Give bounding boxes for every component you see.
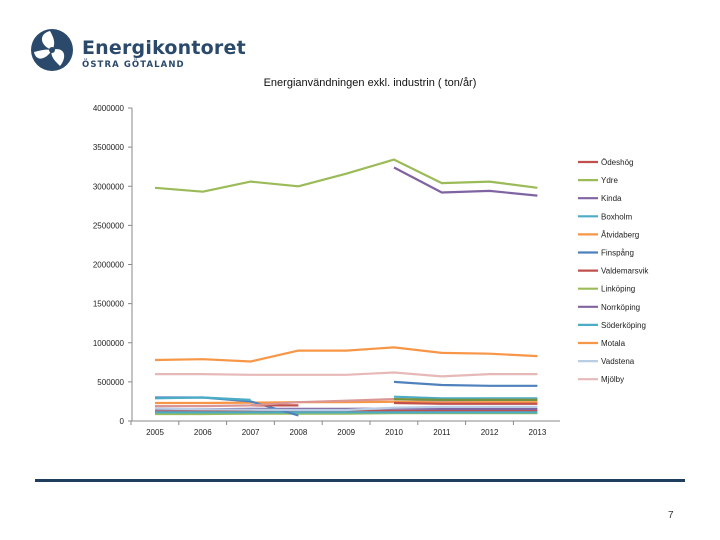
series-line-vadstena [154,405,538,412]
x-tick-label: 2013 [529,428,547,437]
line-chart: Energianvändningen exkl. industrin ( ton… [93,77,650,437]
x-tick-label: 2006 [194,428,212,437]
y-tick-label: 3000000 [93,182,125,191]
legend-item-label: Mjölby [601,375,624,384]
legend-item-label: Norrköping [601,303,640,312]
legend-item-label: Finspång [601,249,634,258]
legend-item-label: Ydre [601,176,618,185]
legend-item-label: Linköping [601,285,635,294]
legend-item-label: Ödeshög [601,158,633,167]
x-tick-label: 2009 [337,428,355,437]
y-axis: 0 500000 1000000 1500000 2000000 2500000 30000… [93,104,133,426]
brand-name: Energikontoret [82,37,246,59]
series-line-linkoping [154,158,538,193]
legend: Ödeshög Ydre Kinda Boxholm Åtvidaberg Finspån… [578,158,649,384]
x-tick-label: 2008 [290,428,308,437]
logo-text: Energikontoret ÖSTRA GÖTALAND [82,37,246,70]
legend-item-label: Vadstena [601,357,635,366]
series-line-soderkoping [154,395,538,401]
x-tick-label: 2011 [433,428,451,437]
x-tick-label: 2010 [385,428,403,437]
series-line-linkoping-2 [393,380,538,387]
series-line-atvidaberg [155,400,538,405]
series-lines [154,158,538,417]
legend-item-label: Kinda [601,194,622,203]
series-line-mjolby [155,371,538,378]
legend-item-label: Valdemarsvik [601,267,649,276]
legend-item-label: Motala [601,339,626,348]
y-tick-label: 3500000 [93,143,125,152]
series-line-ydre-2 [393,398,538,401]
x-axis: 2005 2006 2007 2008 2009 2010 2011 2012 2013 [130,420,560,437]
y-tick-label: 1500000 [93,300,125,309]
y-tick-label: 0 [120,417,125,426]
legend-item-label: Söderköping [601,321,646,330]
legend-item-label: Åtvidaberg [601,230,639,239]
fan-logo-icon [31,29,73,71]
x-tick-label: 2012 [481,428,499,437]
page-number: 7 [668,510,674,521]
y-tick-label: 2500000 [93,221,125,230]
y-tick-label: 2000000 [93,261,125,270]
legend-item-label: Boxholm [601,212,632,221]
x-tick-label: 2007 [242,428,260,437]
x-tick-label: 2005 [146,428,164,437]
series-line-norrkoping [393,166,538,197]
y-tick-label: 4000000 [93,104,125,113]
brand-region: ÖSTRA GÖTALAND [82,60,185,70]
series-line-motala [154,346,538,363]
y-tick-label: 500000 [97,378,124,387]
footer-rule [35,479,685,482]
chart-title: Energianvändningen exkl. industrin ( ton… [264,77,477,89]
y-tick-label: 1000000 [93,339,125,348]
